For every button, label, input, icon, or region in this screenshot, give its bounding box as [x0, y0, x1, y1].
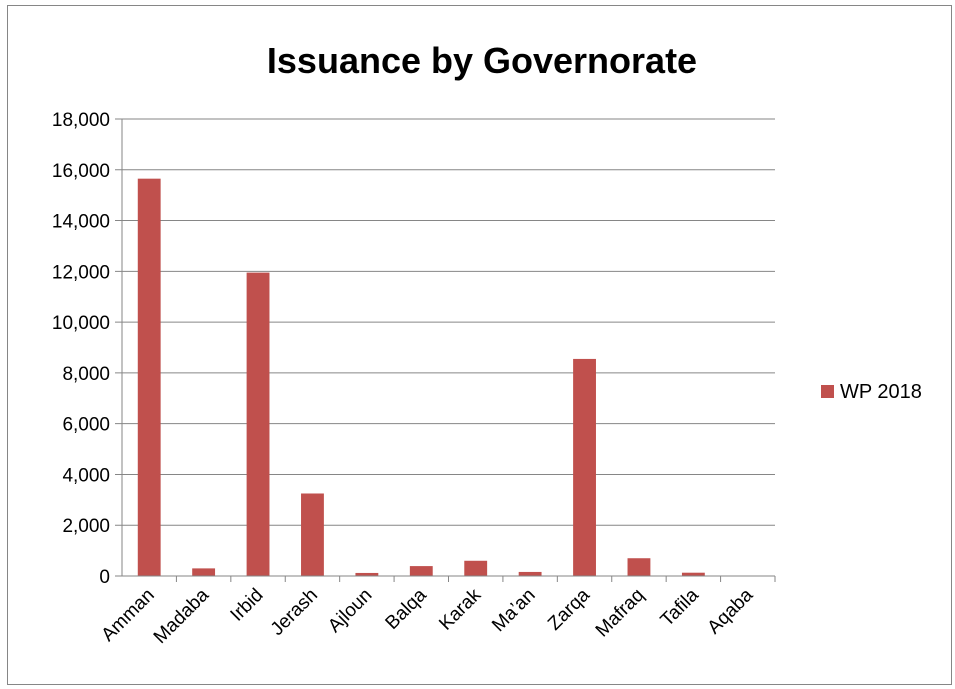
bar-zarqa	[573, 358, 596, 576]
bar-mafraq	[627, 558, 651, 576]
bar-karak	[464, 560, 488, 576]
x-tick-label: Zarqa	[544, 584, 594, 634]
y-tick-label: 4,000	[62, 465, 110, 486]
x-tick-label: Amman	[98, 585, 159, 646]
x-tick-label: Aqaba	[704, 584, 758, 638]
bar-irbid	[246, 272, 270, 576]
y-tick-label: 14,000	[52, 212, 110, 233]
x-tick-label: Irbid	[227, 585, 268, 626]
y-tick-label: 0	[99, 567, 110, 588]
x-tick-label: Ma’an	[488, 585, 539, 636]
x-tick-label: Karak	[435, 584, 485, 634]
x-tick-label: Madaba	[150, 584, 214, 648]
y-tick-label: 2,000	[62, 516, 110, 537]
bar-maan	[518, 571, 542, 576]
bar-ajloun	[355, 572, 379, 576]
bar-series	[137, 178, 705, 577]
legend: WP 2018	[821, 381, 922, 403]
chart-title: Issuance by Governorate	[267, 40, 697, 81]
x-tick-label: Ajloun	[324, 585, 376, 637]
y-tick-label: 18,000	[52, 110, 110, 131]
bar-balqa	[409, 566, 433, 576]
y-axis: 0 2,000 4,000 6,000 8,000 10,000 12,000 14,000 1…	[52, 110, 123, 588]
bar-madaba	[192, 568, 216, 576]
bar-amman	[137, 178, 161, 577]
x-tick-label: Mafraq	[592, 585, 649, 642]
y-tick-label: 6,000	[62, 415, 110, 436]
bar-jerash	[301, 493, 324, 576]
x-tick-label: Jerash	[267, 585, 322, 640]
gridlines	[115, 118, 775, 577]
legend-swatch	[821, 385, 834, 398]
y-tick-label: 10,000	[52, 313, 110, 334]
y-tick-label: 16,000	[52, 161, 110, 182]
x-tick-label: Balqa	[382, 584, 432, 634]
y-tick-label: 8,000	[62, 364, 110, 385]
x-tick-label: Tafila	[657, 584, 704, 631]
bar-tafila	[681, 572, 705, 576]
legend-label: WP 2018	[840, 381, 922, 403]
y-tick-label: 12,000	[52, 262, 110, 283]
